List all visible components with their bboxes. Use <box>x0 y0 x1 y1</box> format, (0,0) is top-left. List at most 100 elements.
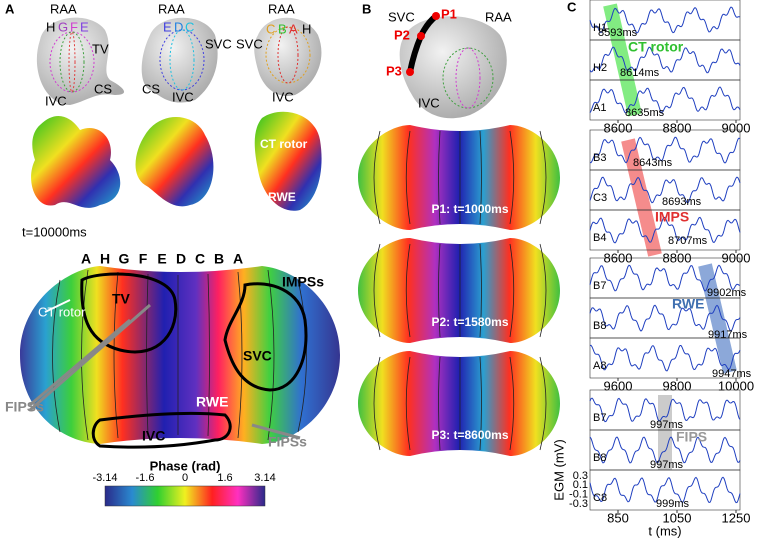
panel-label: C <box>567 0 577 14</box>
atrium-label: IVC <box>45 93 67 108</box>
map-letter: G <box>119 251 130 267</box>
map-letter: B <box>214 251 224 267</box>
phase-map <box>358 125 560 230</box>
channel-label: B8 <box>593 320 606 332</box>
annotation: IMPSs <box>282 274 324 290</box>
meridian <box>479 356 482 451</box>
meridian <box>438 356 441 451</box>
channel-label: H1 <box>593 22 607 34</box>
channel-label: A8 <box>593 360 606 372</box>
meridian <box>539 356 547 451</box>
atrium-label: TV <box>92 41 109 56</box>
meridian <box>509 356 515 451</box>
atrium-label: H <box>46 19 55 34</box>
atrium-label: G <box>58 19 68 34</box>
trace-box <box>589 469 741 511</box>
meridian <box>405 130 411 225</box>
event-label: FIPS <box>676 429 707 445</box>
time-label: 8643ms <box>633 157 673 169</box>
channel-label: B4 <box>593 232 606 244</box>
trace-box <box>589 79 741 121</box>
atrium-label: IVC <box>418 95 440 110</box>
highlight-arrow <box>603 3 642 117</box>
x-tick-label: 9600 <box>604 378 633 393</box>
egm-trace <box>589 136 741 164</box>
time-label: 9917ms <box>708 329 748 341</box>
meridian <box>438 243 441 338</box>
atrium-label: E <box>80 19 89 34</box>
trace-box <box>589 337 741 379</box>
map-letter: D <box>176 251 186 267</box>
atrium-phase-row <box>31 111 322 211</box>
atrium-1 <box>36 17 125 105</box>
egm-trace <box>589 46 741 74</box>
highlight-arrow <box>698 263 737 374</box>
time-label: t=10000ms <box>22 224 87 239</box>
meridian <box>539 130 547 225</box>
time-label: 8635ms <box>625 107 665 119</box>
meridian <box>405 243 411 338</box>
channel-label: H2 <box>593 62 607 74</box>
colorbar-tick: -1.6 <box>136 472 155 484</box>
atrium-label: SVC <box>205 36 232 51</box>
meridian <box>509 130 515 225</box>
y-tick-label: -0.1 <box>569 489 588 501</box>
atrium-label: IVC <box>172 89 194 104</box>
time-label: 9902ms <box>707 287 747 299</box>
map-letter: H <box>100 251 110 267</box>
atrium-label: C <box>185 19 194 34</box>
annotation: TV <box>112 291 131 307</box>
x-tick-label: 850 <box>607 510 629 525</box>
annotation: FIPSs <box>5 399 44 415</box>
annotation: CT rotor <box>260 137 308 151</box>
x-tick-label: 9800 <box>663 378 692 393</box>
time-label: 8707ms <box>668 235 708 247</box>
atrium-label: RAA <box>485 9 512 24</box>
egm-trace <box>589 304 741 332</box>
map-letter: A <box>233 251 243 267</box>
meridian <box>405 356 411 451</box>
phase-map <box>358 238 560 343</box>
time-label: 997ms <box>650 459 684 471</box>
point-label: P3 <box>386 63 402 78</box>
annotation: RWE <box>196 394 228 410</box>
atrium-label: SVC <box>236 36 263 51</box>
colorbar-tick: 0 <box>182 472 188 484</box>
meridian <box>509 243 515 338</box>
meridian <box>373 356 381 451</box>
atrium-label: A <box>289 21 298 36</box>
channel-label: A1 <box>593 102 606 114</box>
time-label: 8593ms <box>598 27 638 39</box>
event-label: RWE <box>672 296 704 312</box>
meridian <box>479 130 482 225</box>
annotation: IVC <box>142 428 165 444</box>
highlight-arrow <box>621 138 662 257</box>
time-label: 999ms <box>656 498 690 510</box>
y-axis-label: EGM (mV) <box>551 439 566 500</box>
colorbar <box>104 485 266 507</box>
x-tick-label: 9000 <box>722 120 751 135</box>
channel-label: B8 <box>593 452 606 464</box>
time-label: 8614ms <box>620 67 660 79</box>
x-axis-label: t (ms) <box>648 523 681 538</box>
colorbar-tick: -3.14 <box>92 472 117 484</box>
map-letter: E <box>157 251 166 267</box>
channel-label: B7 <box>593 412 606 424</box>
channel-label: B7 <box>593 280 606 292</box>
phase-map-a <box>20 266 340 449</box>
x-tick-label: 1250 <box>722 510 751 525</box>
egm-trace <box>589 476 741 504</box>
annotation: SVC <box>243 348 272 364</box>
atrium-label: B <box>278 21 287 36</box>
atrium-label: C <box>266 21 275 36</box>
atrium-b <box>399 12 507 119</box>
panel-label: B <box>362 1 371 16</box>
channel-label: B3 <box>593 152 606 164</box>
x-tick-label: 8800 <box>663 120 692 135</box>
meridian <box>438 130 441 225</box>
x-tick-label: 1050 <box>663 510 692 525</box>
channel-label: C3 <box>593 192 607 204</box>
colorbar-title: Phase (rad) <box>150 458 221 473</box>
x-tick-label: 8600 <box>604 120 633 135</box>
